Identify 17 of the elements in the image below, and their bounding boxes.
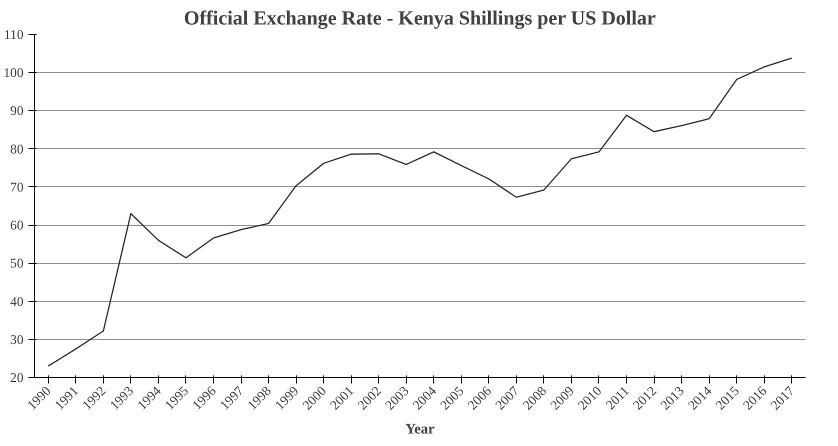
x-tick-label: 1999 <box>272 382 302 413</box>
y-tick-label: 50 <box>10 256 24 271</box>
y-tick-label: 90 <box>10 103 24 118</box>
y-tick-label: 80 <box>10 141 24 156</box>
chart-title: Official Exchange Rate - Kenya Shillings per US Dollar <box>184 8 656 30</box>
y-tick-label: 110 <box>4 27 24 42</box>
y-tick-label: 60 <box>10 218 24 233</box>
y-tick-label: 20 <box>10 370 24 385</box>
x-axis-title: Year <box>405 422 436 438</box>
y-tick-label: 40 <box>10 294 24 309</box>
y-tick-label: 70 <box>10 179 24 194</box>
x-tick-label: 1991 <box>52 383 82 413</box>
line-series <box>48 57 792 367</box>
y-tick-label: 100 <box>4 65 24 80</box>
x-tick-label: 1992 <box>79 383 109 413</box>
y-tick-label: 30 <box>10 332 24 347</box>
x-tick-label: 1990 <box>24 382 54 413</box>
